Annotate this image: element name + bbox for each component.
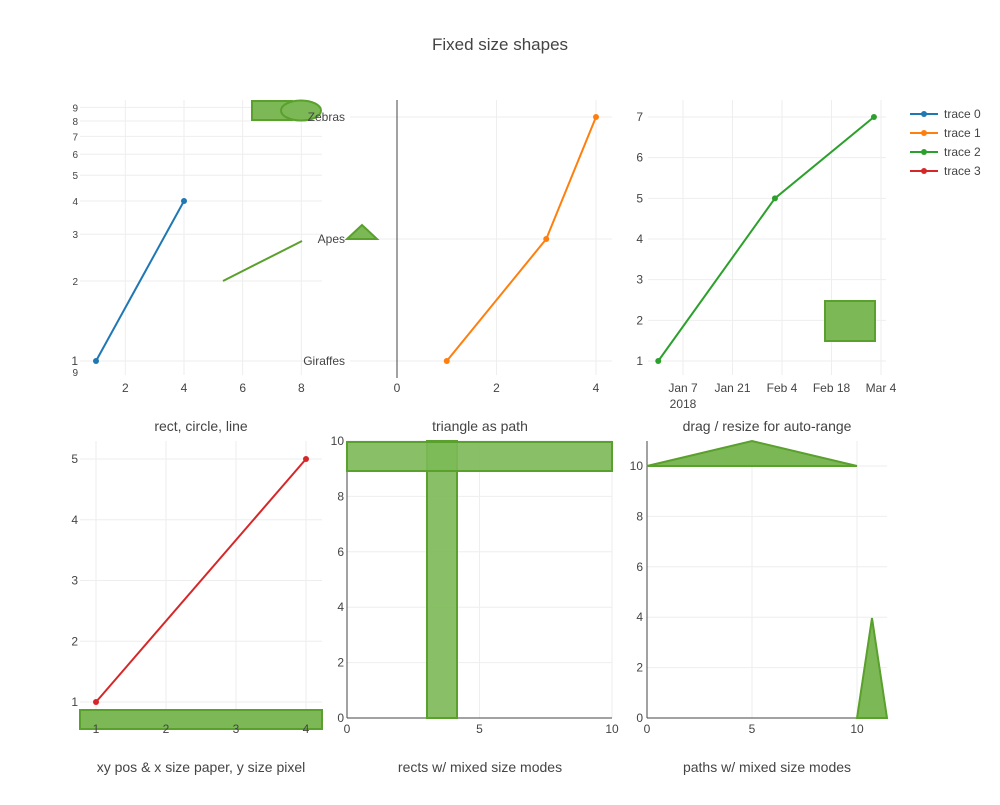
subplot-title-1: rect, circle, line [154,418,248,434]
p1-y-tick-0: 1 [71,354,78,368]
p5-y-tick-4: 8 [337,489,344,503]
legend-marker-1 [921,130,927,136]
legend-marker-0 [921,111,927,117]
trace-3-line [95,458,307,703]
p4-y-tick-3: 4 [71,513,78,527]
legend-label-1[interactable]: trace 1 [944,126,981,140]
trace-2-point-2 [870,114,877,120]
p4-x-tick-3: 4 [303,722,310,736]
p3-rect-shape [824,300,876,342]
p1-x-tick-0: 2 [122,381,129,395]
legend-marker-3 [921,168,927,174]
p2-y-tick-2: Zebras [308,110,345,124]
p2-y-tick-0: Giraffes [303,354,345,368]
p2-y-tick-1: Apes [318,232,345,246]
p5-y-tick-3: 6 [337,545,344,559]
p1-y-tick-1: 2 [72,277,78,288]
p6-y-tick-0: 0 [636,711,643,725]
p6-y-tick-1: 2 [636,661,643,675]
p3-y-tick-5: 6 [636,151,643,165]
legend-label-3[interactable]: trace 3 [944,164,981,178]
p4-x-tick-0: 1 [93,722,100,736]
p5-y-tick-2: 4 [337,600,344,614]
p1-line-shape [222,240,303,282]
trace-0-point-1 [181,198,187,204]
p5-x-tick-1: 5 [476,722,483,736]
p2-x-tick-0: 0 [394,381,401,395]
p6-x-tick-2: 10 [850,722,864,736]
p1-y-tick-7: 8 [72,117,78,128]
subplot-title-2: triangle as path [432,418,528,434]
legend-marker-2 [921,149,927,155]
p2-x-tick-2: 4 [593,381,600,395]
figure-title: Fixed size shapes [432,35,568,54]
p5-y-tick-0: 0 [337,711,344,725]
p4-x-tick-2: 3 [233,722,240,736]
p3-x-tick-1: Jan 21 [714,381,750,395]
p3-y-tick-0: 1 [636,354,643,368]
subplot-title-4: xy pos & x size paper, y size pixel [97,759,306,775]
p3-y-tick-2: 3 [636,273,643,287]
p5-horizontal-rect-shape [346,441,613,472]
p3-y-tick-6: 7 [636,110,643,124]
p4-y-tick-2: 3 [71,574,78,588]
trace-3-point-0 [93,699,99,705]
p3-y-tick-3: 4 [636,232,643,246]
p3-x-tick-year: 2018 [670,397,697,411]
trace-1-point-0 [443,358,450,364]
trace-1-point-2 [593,114,599,120]
p6-y-tick-2: 4 [636,610,643,624]
subplot-title-3: drag / resize for auto-range [683,418,852,434]
p5-x-tick-2: 10 [605,722,619,736]
p6-y-tick-3: 6 [636,560,643,574]
p4-y-tick-1: 2 [71,634,78,648]
p6-x-tick-0: 0 [644,722,651,736]
p3-y-tick-1: 2 [636,313,643,327]
p1-y-tick-8: 9 [72,103,78,114]
p4-y-tick-4: 5 [71,452,78,466]
p3-x-tick-2: Feb 4 [767,381,798,395]
p3-x-tick-0: Jan 7 [668,381,698,395]
p1-y-tick-3: 4 [72,197,78,208]
p6-spike-path-shape [855,617,889,719]
p6-y-tick-5: 10 [630,459,644,473]
p5-x-tick-0: 0 [344,722,351,736]
p3-y-tick-4: 5 [636,191,643,205]
p1-x-tick-2: 6 [239,381,246,395]
p1-y-tick-2: 3 [72,230,78,241]
p4-rect-shape [79,709,323,730]
trace-2-point-0 [655,358,662,364]
p6-x-tick-1: 5 [749,722,756,736]
p2-x-tick-1: 2 [493,381,500,395]
subplot-title-6: paths w/ mixed size modes [683,759,851,775]
p1-y-tick-5: 6 [72,150,78,161]
p1-circle-shape [280,99,322,122]
p1-x-tick-1: 4 [181,381,188,395]
p6-top-path-shape [646,439,858,467]
trace-1-point-1 [543,236,550,242]
trace-3-point-1 [303,456,309,462]
p5-vertical-rect-shape [426,440,458,719]
p4-x-tick-1: 2 [163,722,170,736]
p1-y-tick-9: 9 [72,368,78,379]
p5-y-tick-5: 10 [331,434,345,448]
legend-label-0[interactable]: trace 0 [944,107,981,121]
legend-label-2[interactable]: trace 2 [944,145,981,159]
p3-x-tick-3: Feb 18 [813,381,851,395]
trace-2-point-1 [771,195,778,202]
p4-y-tick-0: 1 [71,695,78,709]
p5-y-tick-1: 2 [337,656,344,670]
p3-x-tick-4: Mar 4 [866,381,897,395]
p1-y-tick-6: 7 [72,132,78,143]
p1-x-tick-3: 8 [298,381,305,395]
trace-0-line [95,200,185,362]
subplot-title-5: rects w/ mixed size modes [398,759,562,775]
p1-y-tick-4: 5 [72,171,78,182]
trace-0-point-0 [93,358,99,364]
p6-y-tick-4: 8 [636,509,643,523]
p2-triangle-shape [344,223,380,240]
